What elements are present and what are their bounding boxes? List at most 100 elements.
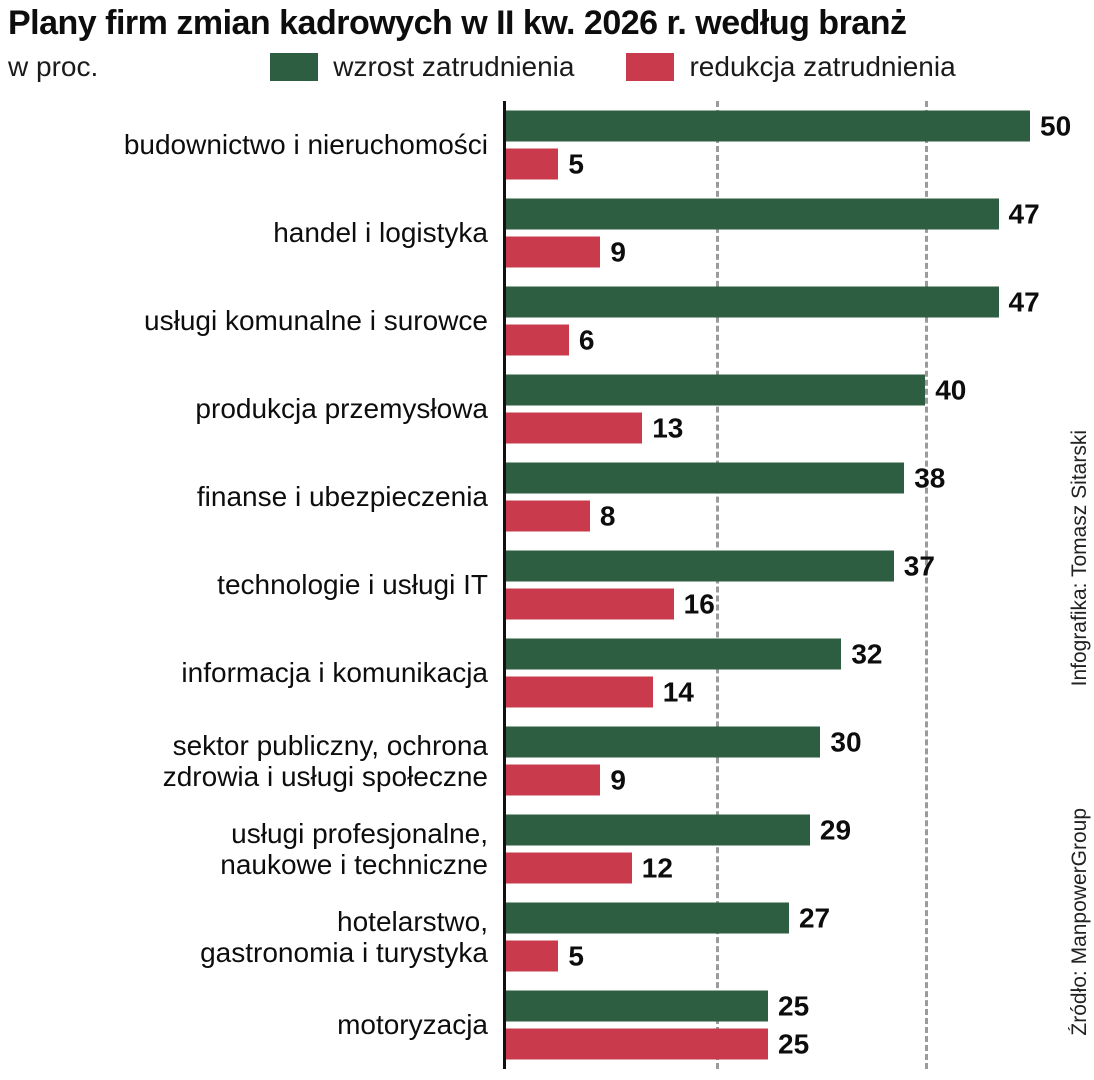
chart-row: hotelarstwo, gastronomia i turystyka 27 5 [0, 893, 1094, 981]
growth-bar [506, 638, 842, 670]
growth-bar [506, 726, 821, 758]
bar-line: 16 [506, 588, 935, 620]
reduction-value: 12 [641, 852, 673, 884]
reduction-bar [506, 1028, 768, 1060]
growth-value: 50 [1040, 110, 1072, 142]
reduction-bar [506, 236, 601, 268]
bar-line: 25 [506, 1028, 809, 1060]
growth-bar [506, 902, 789, 934]
reduction-bar [506, 324, 569, 356]
bar-line: 8 [506, 500, 945, 532]
growth-value: 25 [778, 990, 810, 1022]
category-label: usługi komunalne i surowce [144, 305, 488, 337]
bar-stack: 38 8 [506, 462, 946, 532]
chart-row: informacja i komunikacja 32 14 [0, 629, 1094, 717]
bar-line: 32 [506, 638, 883, 670]
growth-value: 47 [1008, 198, 1040, 230]
chart-row: technologie i usługi IT 37 16 [0, 541, 1094, 629]
reduction-bar [506, 676, 653, 708]
growth-value: 38 [914, 462, 946, 494]
legend-label-reduction: redukcja zatrudnienia [689, 51, 956, 83]
bar-stack: 50 5 [506, 110, 1072, 180]
growth-bar [506, 462, 905, 494]
unit-label: w proc. [8, 51, 99, 83]
bar-line: 14 [506, 676, 883, 708]
bar-stack: 40 13 [506, 374, 967, 444]
growth-value: 29 [819, 814, 852, 846]
gridline-40 [925, 101, 929, 1070]
chart-row: motoryzacja 25 25 [0, 981, 1094, 1069]
category-label: informacja i komunikacja [181, 657, 488, 689]
growth-bar [506, 550, 894, 582]
bar-line: 9 [506, 236, 1040, 268]
reduction-value: 5 [568, 940, 584, 972]
bar-line: 50 [506, 110, 1072, 142]
category-label: usługi profesjonalne, naukowe i technicz… [220, 817, 488, 881]
reduction-value: 14 [662, 676, 694, 708]
bar-stack: 29 12 [506, 814, 852, 884]
credit-infographic: Infografika: Tomasz Sitarski [1068, 430, 1091, 687]
growth-bar [506, 286, 999, 318]
legend-swatch-growth [270, 53, 319, 82]
category-label: budownictwo i nieruchomości [123, 129, 488, 161]
chart-title: Plany firm zmian kadrowych w II kw. 2026… [8, 4, 907, 42]
gridline-20 [715, 101, 719, 1070]
chart-row: produkcja przemysłowa 40 13 [0, 365, 1094, 453]
bar-chart: budownictwo i nieruchomości 50 5 handel i l… [0, 101, 1094, 1070]
bar-stack: 27 5 [506, 902, 830, 972]
chart-header: Plany firm zmian kadrowych w II kw. 2026… [0, 0, 1094, 85]
legend-item-reduction: redukcja zatrudnienia [626, 51, 956, 83]
bar-line: 27 [506, 902, 830, 934]
reduction-value: 5 [568, 148, 584, 180]
bar-line: 25 [506, 990, 810, 1022]
growth-value: 30 [830, 726, 862, 758]
reduction-value: 16 [683, 588, 715, 620]
chart-row: usługi profesjonalne, naukowe i technicz… [0, 805, 1094, 893]
bar-line: 29 [506, 814, 852, 846]
growth-bar [506, 814, 810, 846]
growth-bar [506, 110, 1030, 142]
reduction-bar [506, 148, 559, 180]
category-label: sektor publiczny, ochrona zdrowia i usłu… [162, 729, 488, 793]
bar-line: 9 [506, 764, 862, 796]
reduction-bar [506, 588, 674, 620]
chart-row: finanse i ubezpieczenia 38 8 [0, 453, 1094, 541]
reduction-bar [506, 412, 643, 444]
bar-line: 6 [506, 324, 1040, 356]
bar-stack: 25 25 [506, 990, 810, 1060]
reduction-bar [506, 940, 559, 972]
bar-stack: 37 16 [506, 550, 935, 620]
bar-line: 13 [506, 412, 966, 444]
chart-row: sektor publiczny, ochrona zdrowia i usłu… [0, 717, 1094, 805]
bar-line: 12 [506, 852, 851, 884]
credit-source: Źródło: ManpowerGroup [1068, 808, 1091, 1036]
category-label: motoryzacja [337, 1009, 488, 1041]
category-label: hotelarstwo, gastronomia i turystyka [200, 905, 488, 969]
bar-line: 5 [506, 940, 830, 972]
legend-label-growth: wzrost zatrudnienia [333, 51, 575, 83]
reduction-value: 6 [578, 324, 595, 356]
reduction-value: 8 [599, 500, 616, 532]
category-label: handel i logistyka [273, 217, 488, 249]
bar-stack: 47 9 [506, 198, 1040, 268]
bar-line: 37 [506, 550, 935, 582]
bar-stack: 30 9 [506, 726, 862, 796]
category-label: produkcja przemysłowa [195, 393, 488, 425]
bar-line: 30 [506, 726, 862, 758]
growth-value: 37 [903, 550, 935, 582]
reduction-value: 9 [610, 236, 626, 268]
growth-value: 47 [1008, 286, 1040, 318]
bar-line: 40 [506, 374, 967, 406]
reduction-bar [506, 852, 632, 884]
growth-bar [506, 198, 999, 230]
legend-item-growth: wzrost zatrudnienia [270, 51, 574, 83]
category-label: technologie i usługi IT [217, 569, 488, 601]
bar-line: 5 [506, 148, 1071, 180]
chart-row: handel i logistyka 47 9 [0, 189, 1094, 277]
legend-swatch-reduction [626, 53, 675, 82]
legend-row: w proc. wzrost zatrudnienia redukcja zat… [8, 49, 1086, 85]
growth-value: 40 [935, 374, 967, 406]
reduction-bar [506, 500, 590, 532]
growth-value: 32 [851, 638, 883, 670]
